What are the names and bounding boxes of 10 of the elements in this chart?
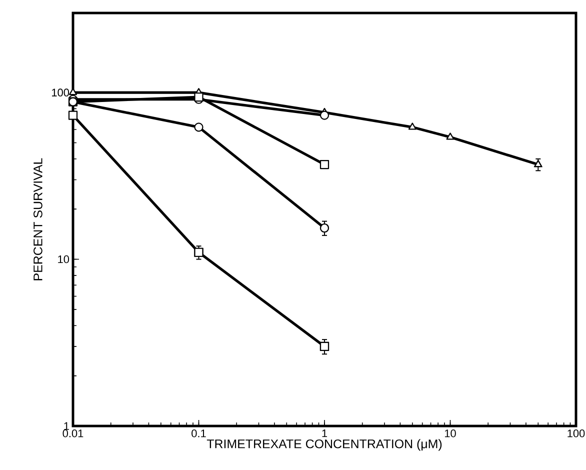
y-tick-label: 1 [64, 422, 69, 430]
x-tick-label: 0.01 [62, 430, 84, 438]
y-axis-title: PERCENT SURVIVAL [34, 158, 42, 280]
x-tick-label: 100 [568, 430, 585, 438]
x-tick-label: 10 [444, 430, 456, 438]
y-tick-label: 100 [52, 88, 70, 96]
y-tick-label: 10 [58, 255, 70, 264]
x-tick-label: 1 [322, 430, 328, 438]
x-axis-title: TRIMETREXATE CONCENTRATION (μM) [206, 439, 442, 451]
x-tick-label: 0.1 [192, 430, 206, 438]
